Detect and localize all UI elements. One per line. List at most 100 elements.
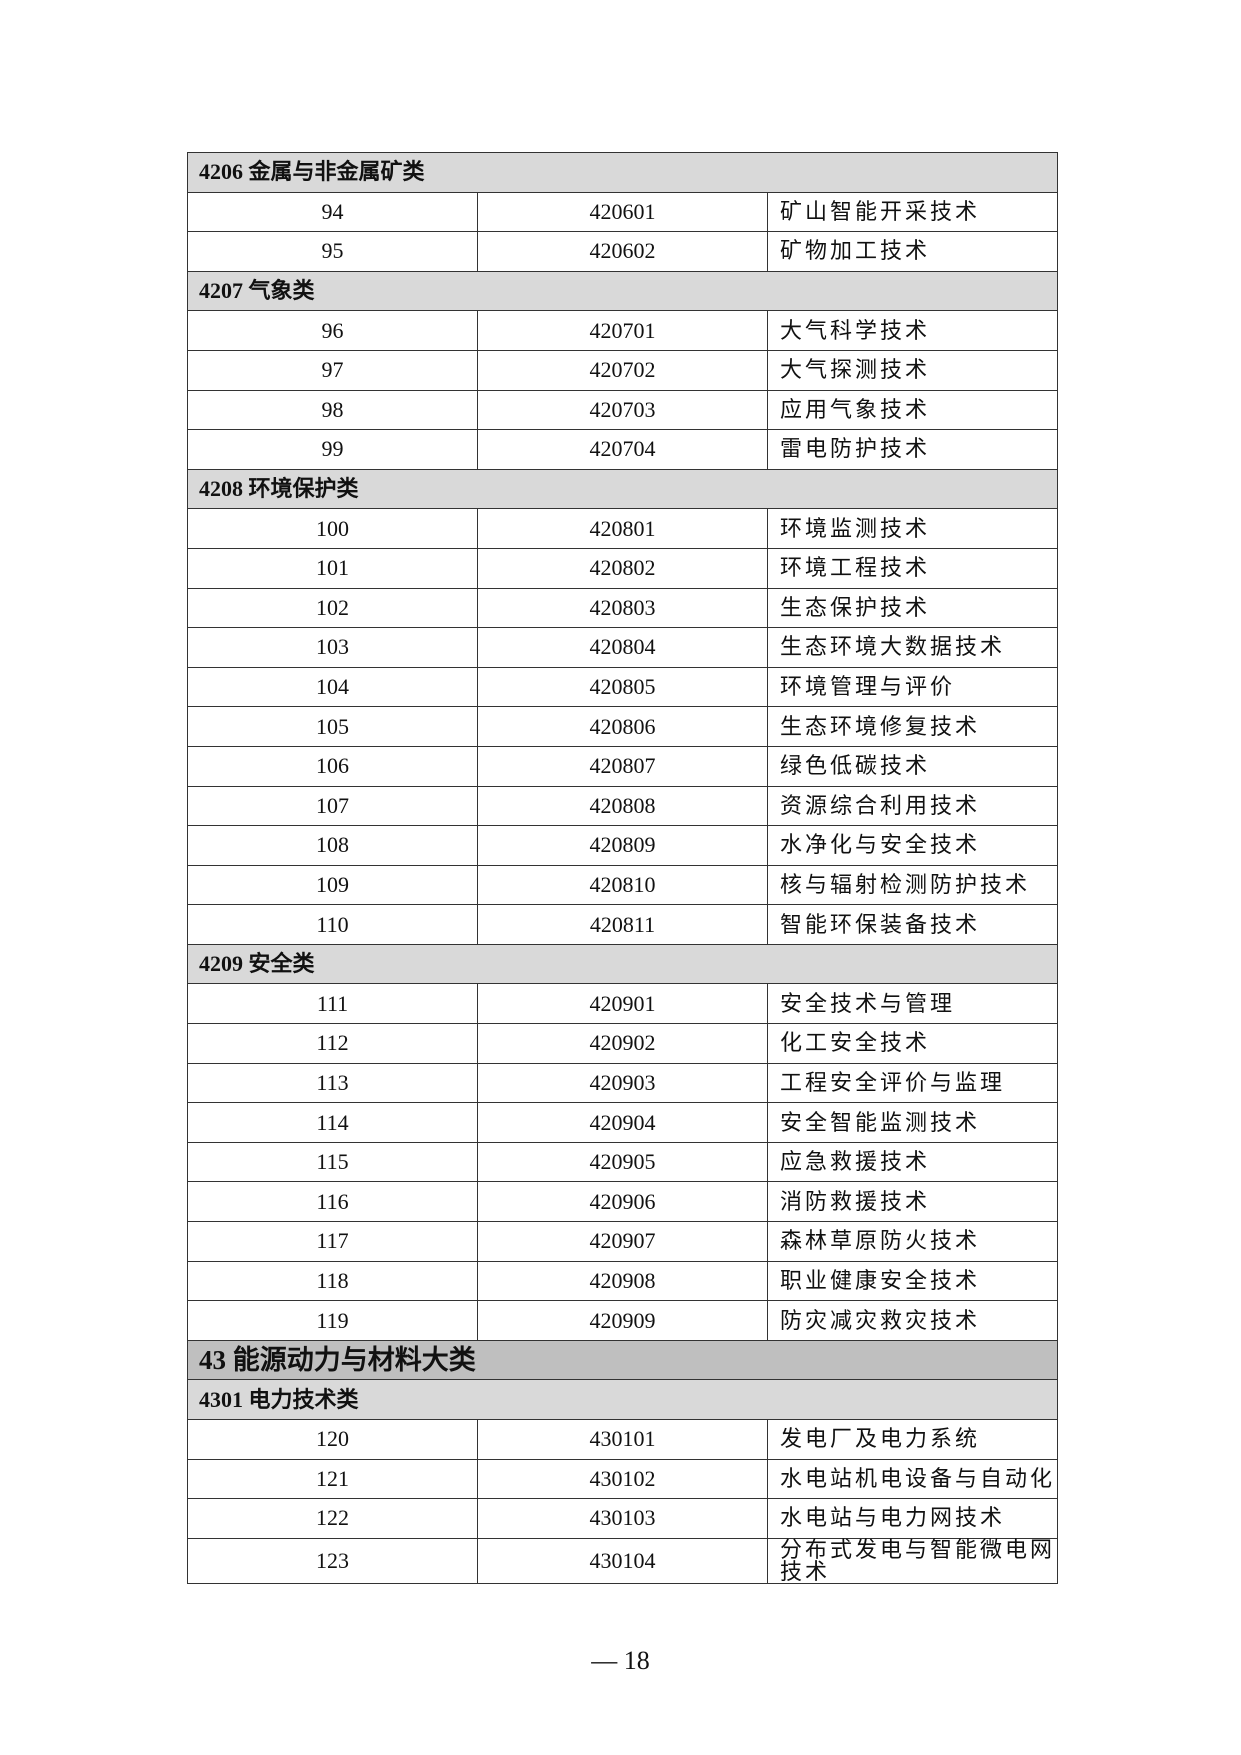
major-code-cell: 420809 [477,825,768,866]
major-name-cell: 核与辐射检测防护技术 [767,864,1058,906]
serial-number-cell: 116 [187,1181,478,1223]
page-number: — 18 [591,1646,650,1675]
major-name-cell: 矿山智能开采技术 [767,191,1058,233]
table-row: 114 420904 安全智能监测技术 [187,1102,1058,1143]
table-row: 117 420907 森林草原防火技术 [187,1221,1058,1262]
major-name-cell: 生态环境大数据技术 [767,627,1058,668]
category-label: 4209 安全类 [187,943,1058,985]
major-code-cell: 420903 [477,1062,768,1104]
major-name-cell: 消防救援技术 [767,1181,1058,1223]
major-code-cell: 420601 [477,191,768,233]
major-name-cell: 化工安全技术 [767,1023,1058,1064]
serial-number-cell: 117 [187,1221,478,1262]
major-code-cell: 420802 [477,547,768,589]
serial-number-cell: 122 [187,1498,478,1539]
major-code-cell: 420704 [477,429,768,470]
table-row: 103 420804 生态环境大数据技术 [187,627,1058,668]
serial-number-cell: 113 [187,1062,478,1104]
serial-number-cell: 111 [187,983,478,1025]
table-row: 115 420905 应急救援技术 [187,1141,1058,1183]
major-code-cell: 420807 [477,745,768,787]
table-row: 105 420806 生态环境修复技术 [187,706,1058,747]
serial-number-cell: 101 [187,547,478,589]
major-code-cell: 420907 [477,1221,768,1262]
serial-number-cell: 100 [187,508,478,549]
serial-number-cell: 112 [187,1023,478,1064]
table-row: 112 420902 化工安全技术 [187,1023,1058,1064]
major-name-cell: 应急救援技术 [767,1141,1058,1183]
table-row: 104 420805 环境管理与评价 [187,666,1058,708]
table-row: 97 420702 大气探测技术 [187,349,1058,391]
serial-number-cell: 105 [187,706,478,747]
major-code-cell: 420905 [477,1141,768,1183]
major-name-cell: 应用气象技术 [767,389,1058,431]
major-category-row: 43 能源动力与材料大类 [187,1339,1058,1381]
subcategory-row: 4301 电力技术类 [187,1379,1058,1420]
major-name-cell: 发电厂及电力系统 [767,1419,1058,1460]
specialty-table: 4206 金属与非金属矿类 94 420601 矿山智能开采技术 95 420602 矿物加… [187,152,1058,1584]
major-name-cell: 工程安全评价与监理 [767,1062,1058,1104]
serial-number-cell: 114 [187,1102,478,1143]
table-row: 119 420909 防灾减灾救灾技术 [187,1300,1058,1341]
major-code-cell: 420908 [477,1260,768,1302]
table-row: 116 420906 消防救援技术 [187,1181,1058,1223]
major-code-cell: 420811 [477,904,768,945]
table-row: 109 420810 核与辐射检测防护技术 [187,864,1058,906]
major-name-cell: 智能环保装备技术 [767,904,1058,945]
major-code-cell: 420901 [477,983,768,1025]
table-row: 108 420809 水净化与安全技术 [187,825,1058,866]
table-row: 95 420602 矿物加工技术 [187,231,1058,272]
serial-number-cell: 102 [187,587,478,629]
major-code-cell: 420906 [477,1181,768,1223]
major-name-cell: 大气探测技术 [767,349,1058,391]
serial-number-cell: 120 [187,1419,478,1460]
category-label: 4207 气象类 [187,270,1058,312]
category-label: 4208 环境保护类 [187,468,1058,510]
major-name-cell: 水净化与安全技术 [767,825,1058,866]
serial-number-cell: 123 [187,1537,478,1584]
serial-number-cell: 115 [187,1141,478,1183]
serial-number-cell: 108 [187,825,478,866]
major-name-cell: 安全智能监测技术 [767,1102,1058,1143]
table-row: 101 420802 环境工程技术 [187,547,1058,589]
table-row: 99 420704 雷电防护技术 [187,429,1058,470]
table-row: 98 420703 应用气象技术 [187,389,1058,431]
serial-number-cell: 119 [187,1300,478,1341]
major-name-cell: 森林草原防火技术 [767,1221,1058,1262]
major-code-cell: 420810 [477,864,768,906]
major-code-cell: 430101 [477,1419,768,1460]
major-code-cell: 430103 [477,1498,768,1539]
serial-number-cell: 121 [187,1458,478,1500]
table-row: 107 420808 资源综合利用技术 [187,785,1058,827]
serial-number-cell: 95 [187,231,478,272]
table-row: 94 420601 矿山智能开采技术 [187,191,1058,233]
subcategory-row: 4207 气象类 [187,270,1058,312]
table-row: 106 420807 绿色低碳技术 [187,745,1058,787]
serial-number-cell: 94 [187,191,478,233]
major-name-cell: 分布式发电与智能微电网技术 [767,1537,1058,1584]
major-code-cell: 420801 [477,508,768,549]
serial-number-cell: 106 [187,745,478,787]
table-row: 111 420901 安全技术与管理 [187,983,1058,1025]
major-code-cell: 420803 [477,587,768,629]
major-name-cell: 环境工程技术 [767,547,1058,589]
table-row: 118 420908 职业健康安全技术 [187,1260,1058,1302]
subcategory-row: 4208 环境保护类 [187,468,1058,510]
table-row: 100 420801 环境监测技术 [187,508,1058,549]
serial-number-cell: 98 [187,389,478,431]
major-name-cell: 生态环境修复技术 [767,706,1058,747]
table-row: 110 420811 智能环保装备技术 [187,904,1058,945]
table-row: 123 430104 分布式发电与智能微电网技术 [187,1537,1058,1584]
table-row: 102 420803 生态保护技术 [187,587,1058,629]
major-code-cell: 420804 [477,627,768,668]
major-name-cell: 防灾减灾救灾技术 [767,1300,1058,1341]
major-code-cell: 420701 [477,310,768,351]
table-row: 121 430102 水电站机电设备与自动化 [187,1458,1058,1500]
table-row: 122 430103 水电站与电力网技术 [187,1498,1058,1539]
subcategory-row: 4206 金属与非金属矿类 [187,152,1058,193]
major-name-cell: 生态保护技术 [767,587,1058,629]
major-name-cell: 环境监测技术 [767,508,1058,549]
category-label: 43 能源动力与材料大类 [187,1339,1058,1381]
major-code-cell: 420805 [477,666,768,708]
serial-number-cell: 107 [187,785,478,827]
